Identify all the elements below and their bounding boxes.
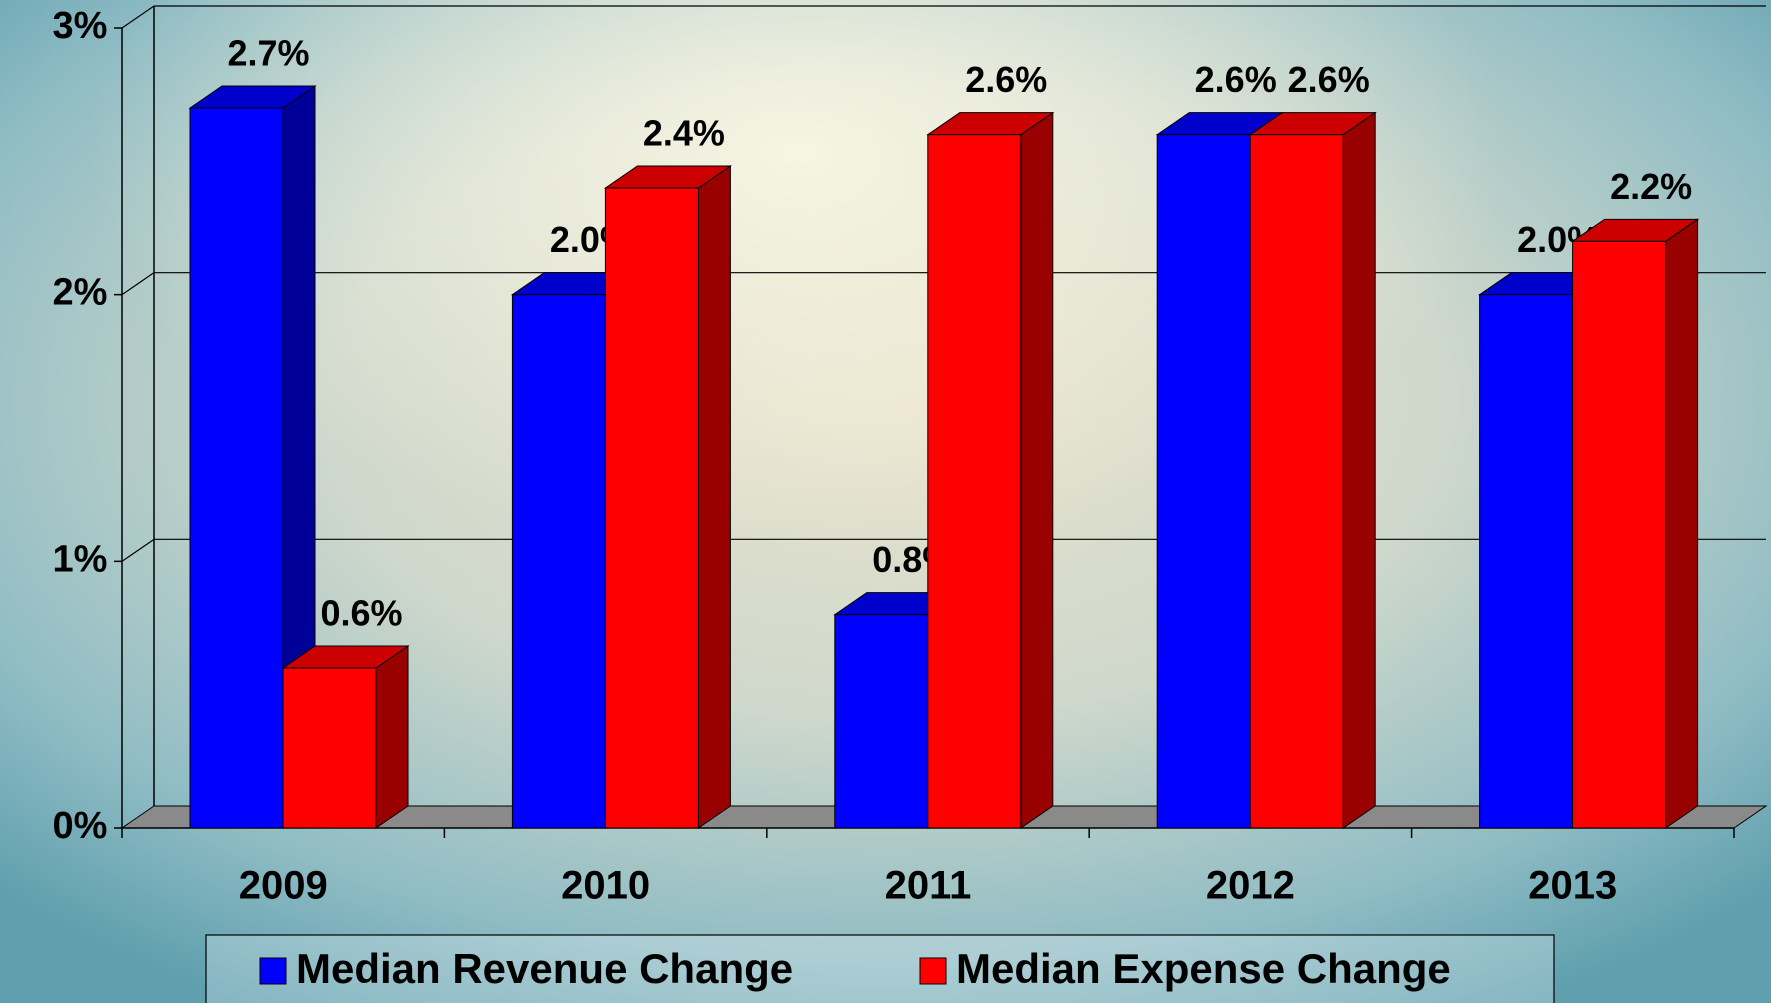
value-label: 0.6% — [320, 593, 402, 634]
x-tick-label: 2012 — [1206, 864, 1295, 908]
legend-label: Median Revenue Change — [296, 945, 793, 992]
bar — [603, 165, 733, 829]
value-label: 2.6% — [965, 59, 1047, 100]
bar — [188, 85, 317, 829]
value-label: 2.7% — [227, 33, 309, 74]
bar-front — [1572, 240, 1667, 829]
bar-front — [189, 107, 284, 829]
value-label: 2.4% — [643, 113, 725, 154]
bar-side — [1020, 111, 1054, 829]
bar-front — [1156, 134, 1251, 829]
value-label: 2.2% — [1610, 166, 1692, 207]
legend-swatch — [259, 957, 287, 985]
grid-line — [121, 5, 155, 29]
legend-swatch — [919, 957, 947, 985]
bar — [1248, 111, 1377, 829]
bar-side — [1342, 111, 1376, 829]
legend-label: Median Expense Change — [956, 945, 1451, 992]
bar — [281, 645, 410, 829]
x-tick-label: 2010 — [561, 864, 650, 908]
bar-front — [1249, 134, 1344, 829]
bar-side — [697, 165, 731, 829]
y-tick-label: 1% — [53, 538, 108, 580]
bar-front — [927, 134, 1022, 829]
value-label: 2.6% — [1195, 59, 1277, 100]
bar-side — [375, 645, 409, 829]
bar-front — [834, 614, 929, 829]
bar-front — [282, 667, 377, 829]
grid-line — [121, 538, 155, 562]
bar — [1570, 218, 1700, 829]
bar-front — [1479, 294, 1574, 829]
x-tick-label: 2013 — [1528, 864, 1617, 908]
bar-front — [604, 187, 699, 829]
y-tick-label: 0% — [53, 805, 108, 847]
bar — [926, 111, 1055, 829]
bar-front — [511, 294, 606, 829]
grid-line — [121, 272, 155, 296]
y-tick-label: 3% — [53, 5, 108, 47]
x-tick-label: 2009 — [239, 864, 328, 908]
legend-box — [205, 934, 1555, 1003]
legend: Median Revenue Change Median Expense Chan… — [205, 934, 1555, 1003]
value-label: 2.6% — [1288, 59, 1370, 100]
y-tick-label: 2% — [53, 272, 108, 314]
bar-side — [1665, 218, 1699, 829]
x-tick-label: 2011 — [885, 864, 972, 908]
